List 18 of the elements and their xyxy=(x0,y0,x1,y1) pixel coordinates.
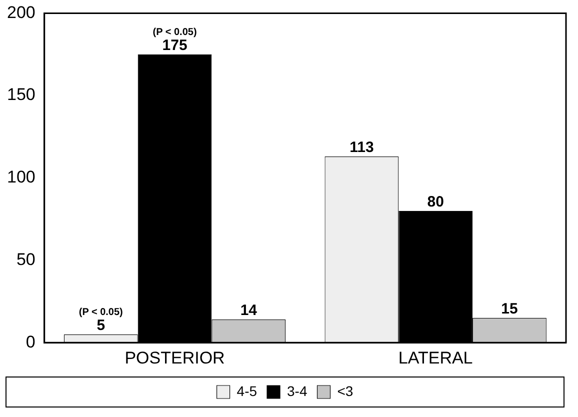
data-label: 113 xyxy=(350,139,374,156)
data-label: 14 xyxy=(240,302,258,320)
y-tick-label: 0 xyxy=(26,332,36,352)
data-label: 5 xyxy=(96,317,106,334)
legend-label: <3 xyxy=(337,382,354,399)
annotation: (P < 0.05) xyxy=(152,27,197,38)
legend-label: 3-4 xyxy=(287,382,308,399)
data-label: 80 xyxy=(427,193,444,210)
y-tick-label: 150 xyxy=(6,85,36,104)
data-label: 175 xyxy=(162,37,188,54)
x-tick-label: LATERAL xyxy=(398,348,473,368)
annotation: (P < 0.05) xyxy=(78,307,123,318)
data-label: 15 xyxy=(501,300,518,318)
y-tick-label: 200 xyxy=(6,2,36,22)
y-tick-label: 50 xyxy=(16,250,36,269)
x-tick-label: POSTERIOR xyxy=(124,348,225,368)
y-tick-label: 100 xyxy=(6,168,36,187)
legend-label: 4-5 xyxy=(236,382,258,399)
